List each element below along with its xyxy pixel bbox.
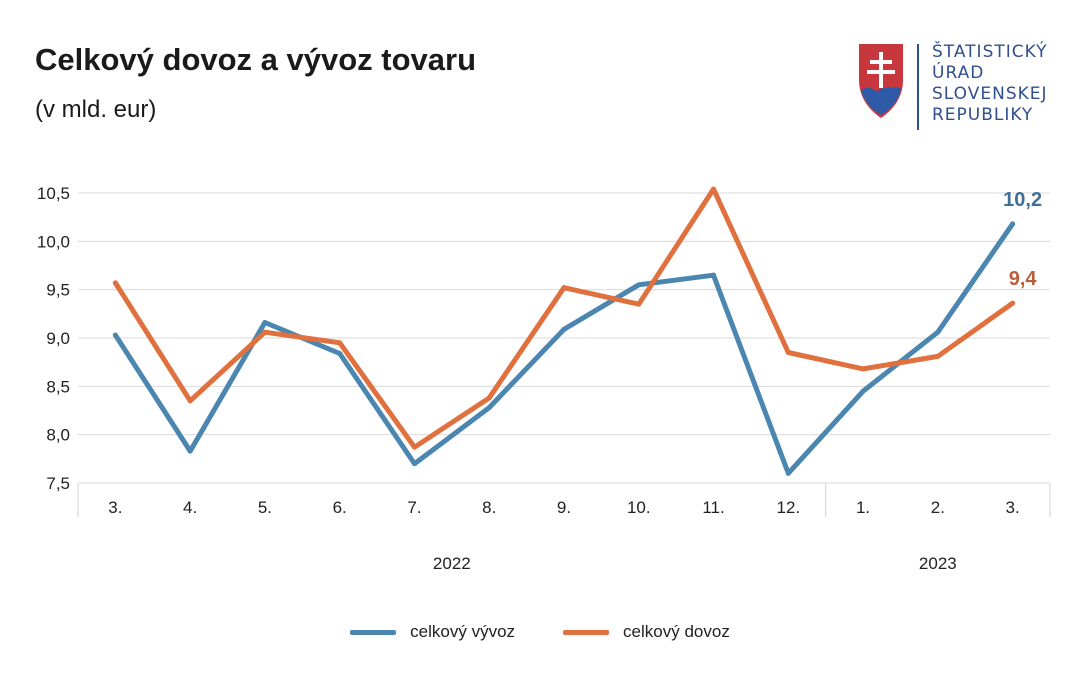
logo-line-4: REPUBLIKY — [932, 105, 1034, 125]
statistical-office-logo — [859, 44, 903, 118]
legend-swatch-export — [350, 629, 397, 635]
year-group-label: 2022 — [433, 554, 471, 573]
x-tick-label: 9. — [557, 498, 571, 517]
year-group-label: 2023 — [919, 554, 957, 573]
data-point — [1010, 300, 1016, 306]
data-point — [935, 329, 941, 335]
data-point — [112, 332, 118, 338]
data-point — [636, 282, 642, 288]
logo-wordmark: ŠTATISTICKÝ ÚRAD SLOVENSKEJ REPUBLIKY — [932, 42, 1048, 126]
data-point — [561, 285, 567, 291]
x-tick-label: 6. — [333, 498, 347, 517]
end-value-label: 10,2 — [1003, 189, 1042, 211]
x-tick-label: 5. — [258, 498, 272, 517]
x-tick-label: 2. — [931, 498, 945, 517]
chart-title: Celkový dovoz a vývoz tovaru — [35, 42, 477, 77]
logo-line-2: ÚRAD — [932, 63, 985, 83]
data-point — [486, 395, 492, 401]
data-point — [860, 388, 866, 394]
data-point — [411, 444, 417, 450]
x-tick-label: 11. — [702, 498, 724, 517]
data-point — [262, 320, 268, 326]
x-tick-label: 7. — [407, 498, 421, 517]
y-tick-label: 8,5 — [46, 377, 70, 396]
legend-label-export: celkový vývoz — [410, 622, 516, 641]
logo-line-3: SLOVENSKEJ — [932, 84, 1048, 104]
y-tick-label: 10,5 — [37, 184, 70, 203]
y-tick-label: 8,0 — [46, 426, 70, 445]
data-point — [711, 186, 717, 192]
x-tick-label: 1. — [856, 498, 870, 517]
data-point — [860, 366, 866, 372]
data-point — [785, 470, 791, 476]
data-point — [486, 405, 492, 411]
series-line-import — [112, 186, 1016, 450]
legend-item-import: celkový dovoz — [563, 622, 730, 642]
data-point — [187, 398, 193, 404]
data-point — [337, 340, 343, 346]
line-chart: 7,5 8,0 8,5 9,0 9,5 10,0 10,5 3. 4. 5. 6. 7. 8. 9. 10.… — [37, 184, 1051, 573]
data-point — [411, 461, 417, 467]
x-tick-label: 12. — [776, 498, 800, 517]
data-point — [711, 272, 717, 278]
chart-legend: celkový vývoz celkový dovoz — [0, 622, 1080, 642]
x-tick-label: 10. — [627, 498, 651, 517]
y-tick-label: 9,5 — [46, 281, 70, 300]
logo-line-1: ŠTATISTICKÝ — [932, 42, 1048, 62]
data-point — [1010, 221, 1016, 227]
data-point — [187, 448, 193, 454]
x-tick-label: 4. — [183, 498, 197, 517]
data-point — [935, 353, 941, 359]
data-point — [112, 280, 118, 286]
shield-icon — [859, 44, 903, 118]
legend-item-export: celkový vývoz — [350, 622, 515, 642]
legend-label-import: celkový dovoz — [623, 622, 730, 641]
x-tick-label: 8. — [482, 498, 496, 517]
chart-subtitle: (v mld. eur) — [35, 96, 157, 123]
logo-divider — [917, 44, 919, 130]
data-point — [337, 350, 343, 356]
end-value-label: 9,4 — [1009, 268, 1038, 290]
x-tick-label: 3. — [1006, 498, 1020, 517]
legend-swatch-import — [563, 629, 610, 635]
x-tick-label: 3. — [108, 498, 122, 517]
y-tick-label: 7,5 — [46, 474, 70, 493]
data-point — [785, 350, 791, 355]
y-tick-label: 10,0 — [37, 232, 70, 251]
data-point — [636, 301, 642, 307]
data-point — [262, 329, 268, 335]
data-point — [561, 326, 567, 332]
y-tick-label: 9,0 — [46, 329, 70, 348]
